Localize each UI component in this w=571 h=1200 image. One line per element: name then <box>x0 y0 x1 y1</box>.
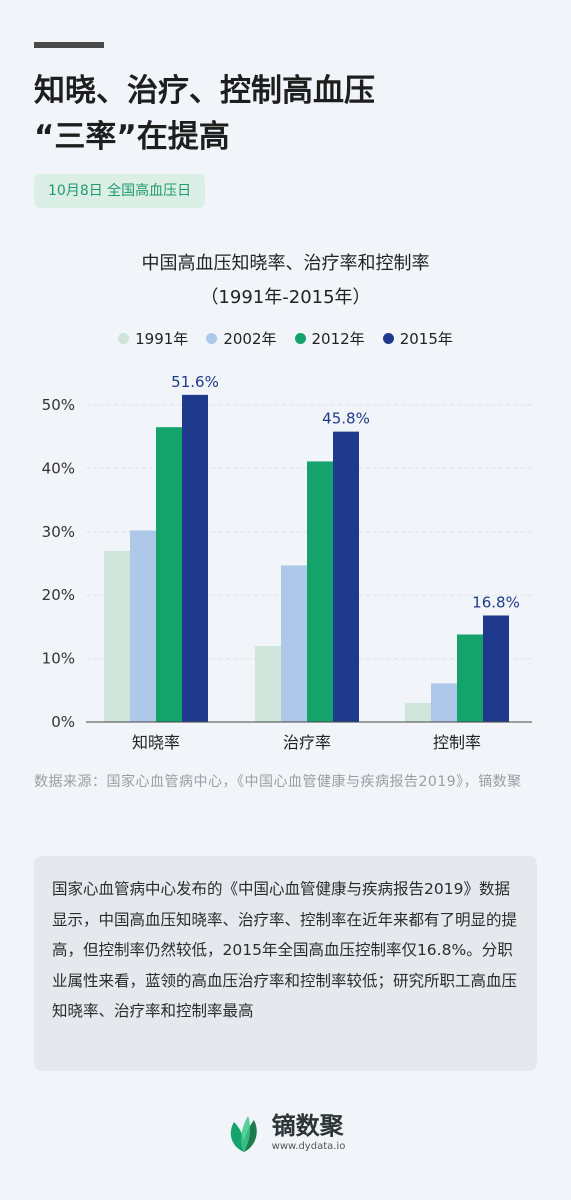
bar <box>333 431 359 722</box>
bar <box>457 634 483 722</box>
data-label: 51.6% <box>171 373 219 391</box>
x-tick-label: 知晓率 <box>132 733 180 752</box>
bar-chart: 0% 10% 20% 30% 40% 50% 知晓率 51.6% 治疗率 45.8% 控制率 16.8… <box>42 373 532 752</box>
summary-text: 国家心血管病中心发布的《中国心血管健康与疾病报告2019》数据显示，中国高血压知… <box>52 880 518 1020</box>
brand-name: 镝数聚 <box>271 1112 344 1140</box>
brand-url: www.dydata.io <box>271 1141 346 1152</box>
data-label: 16.8% <box>472 593 520 611</box>
legend-label: 1991年 <box>135 330 189 348</box>
y-tick-label: 40% <box>42 459 75 477</box>
x-tick-label: 控制率 <box>433 733 481 752</box>
page-title: 知晓、治疗、控制高血压 “三率”在提高 <box>34 68 544 160</box>
page-title-line2: “三率”在提高 <box>34 119 230 155</box>
bar <box>255 645 281 722</box>
leaf-logo-icon <box>230 1116 257 1152</box>
bar <box>156 427 182 722</box>
bar <box>307 461 333 722</box>
y-tick-label: 30% <box>42 523 75 541</box>
y-tick-label: 20% <box>42 586 75 604</box>
x-tick-label: 治疗率 <box>283 733 331 752</box>
legend-item: 2002年 <box>206 328 277 349</box>
chart-title: 中国高血压知晓率、治疗率和控制率 <box>141 253 430 274</box>
legend-label: 2015年 <box>399 330 453 348</box>
legend-item: 2012年 <box>294 328 365 349</box>
footer-logo: 镝数聚 www.dydata.io <box>0 1112 571 1154</box>
legend-swatch <box>294 333 306 344</box>
page-title-line1: 知晓、治疗、控制高血压 <box>34 73 375 109</box>
data-label: 45.8% <box>322 410 370 428</box>
bar <box>405 702 431 722</box>
date-badge: 10月8日 全国高血压日 <box>34 174 206 208</box>
source-note: 数据来源：国家心血管病中心，《中国心血管健康与疾病报告2019》，镝数聚 <box>34 774 522 790</box>
bar <box>483 615 509 722</box>
bar <box>182 394 208 722</box>
bar <box>431 683 457 722</box>
bar <box>130 530 156 722</box>
top-accent-bar <box>34 42 104 48</box>
legend-item: 1991年 <box>118 328 188 349</box>
y-tick-label: 10% <box>42 650 75 668</box>
legend-item: 2015年 <box>382 328 453 349</box>
legend-swatch <box>206 333 218 344</box>
legend-label: 2012年 <box>311 330 365 348</box>
y-tick-label: 50% <box>42 396 75 414</box>
legend-swatch <box>118 333 130 344</box>
legend-swatch <box>382 333 394 344</box>
legend-label: 2002年 <box>223 330 277 348</box>
summary-box: 国家心血管病中心发布的《中国心血管健康与疾病报告2019》数据显示，中国高血压知… <box>34 856 537 1071</box>
chart-subtitle: （1991年-2015年） <box>200 287 371 308</box>
y-tick-label: 0% <box>51 713 75 731</box>
bar <box>104 550 130 722</box>
bar <box>281 565 307 722</box>
chart-legend: 1991年 2002年 2012年 2015年 <box>0 328 571 349</box>
